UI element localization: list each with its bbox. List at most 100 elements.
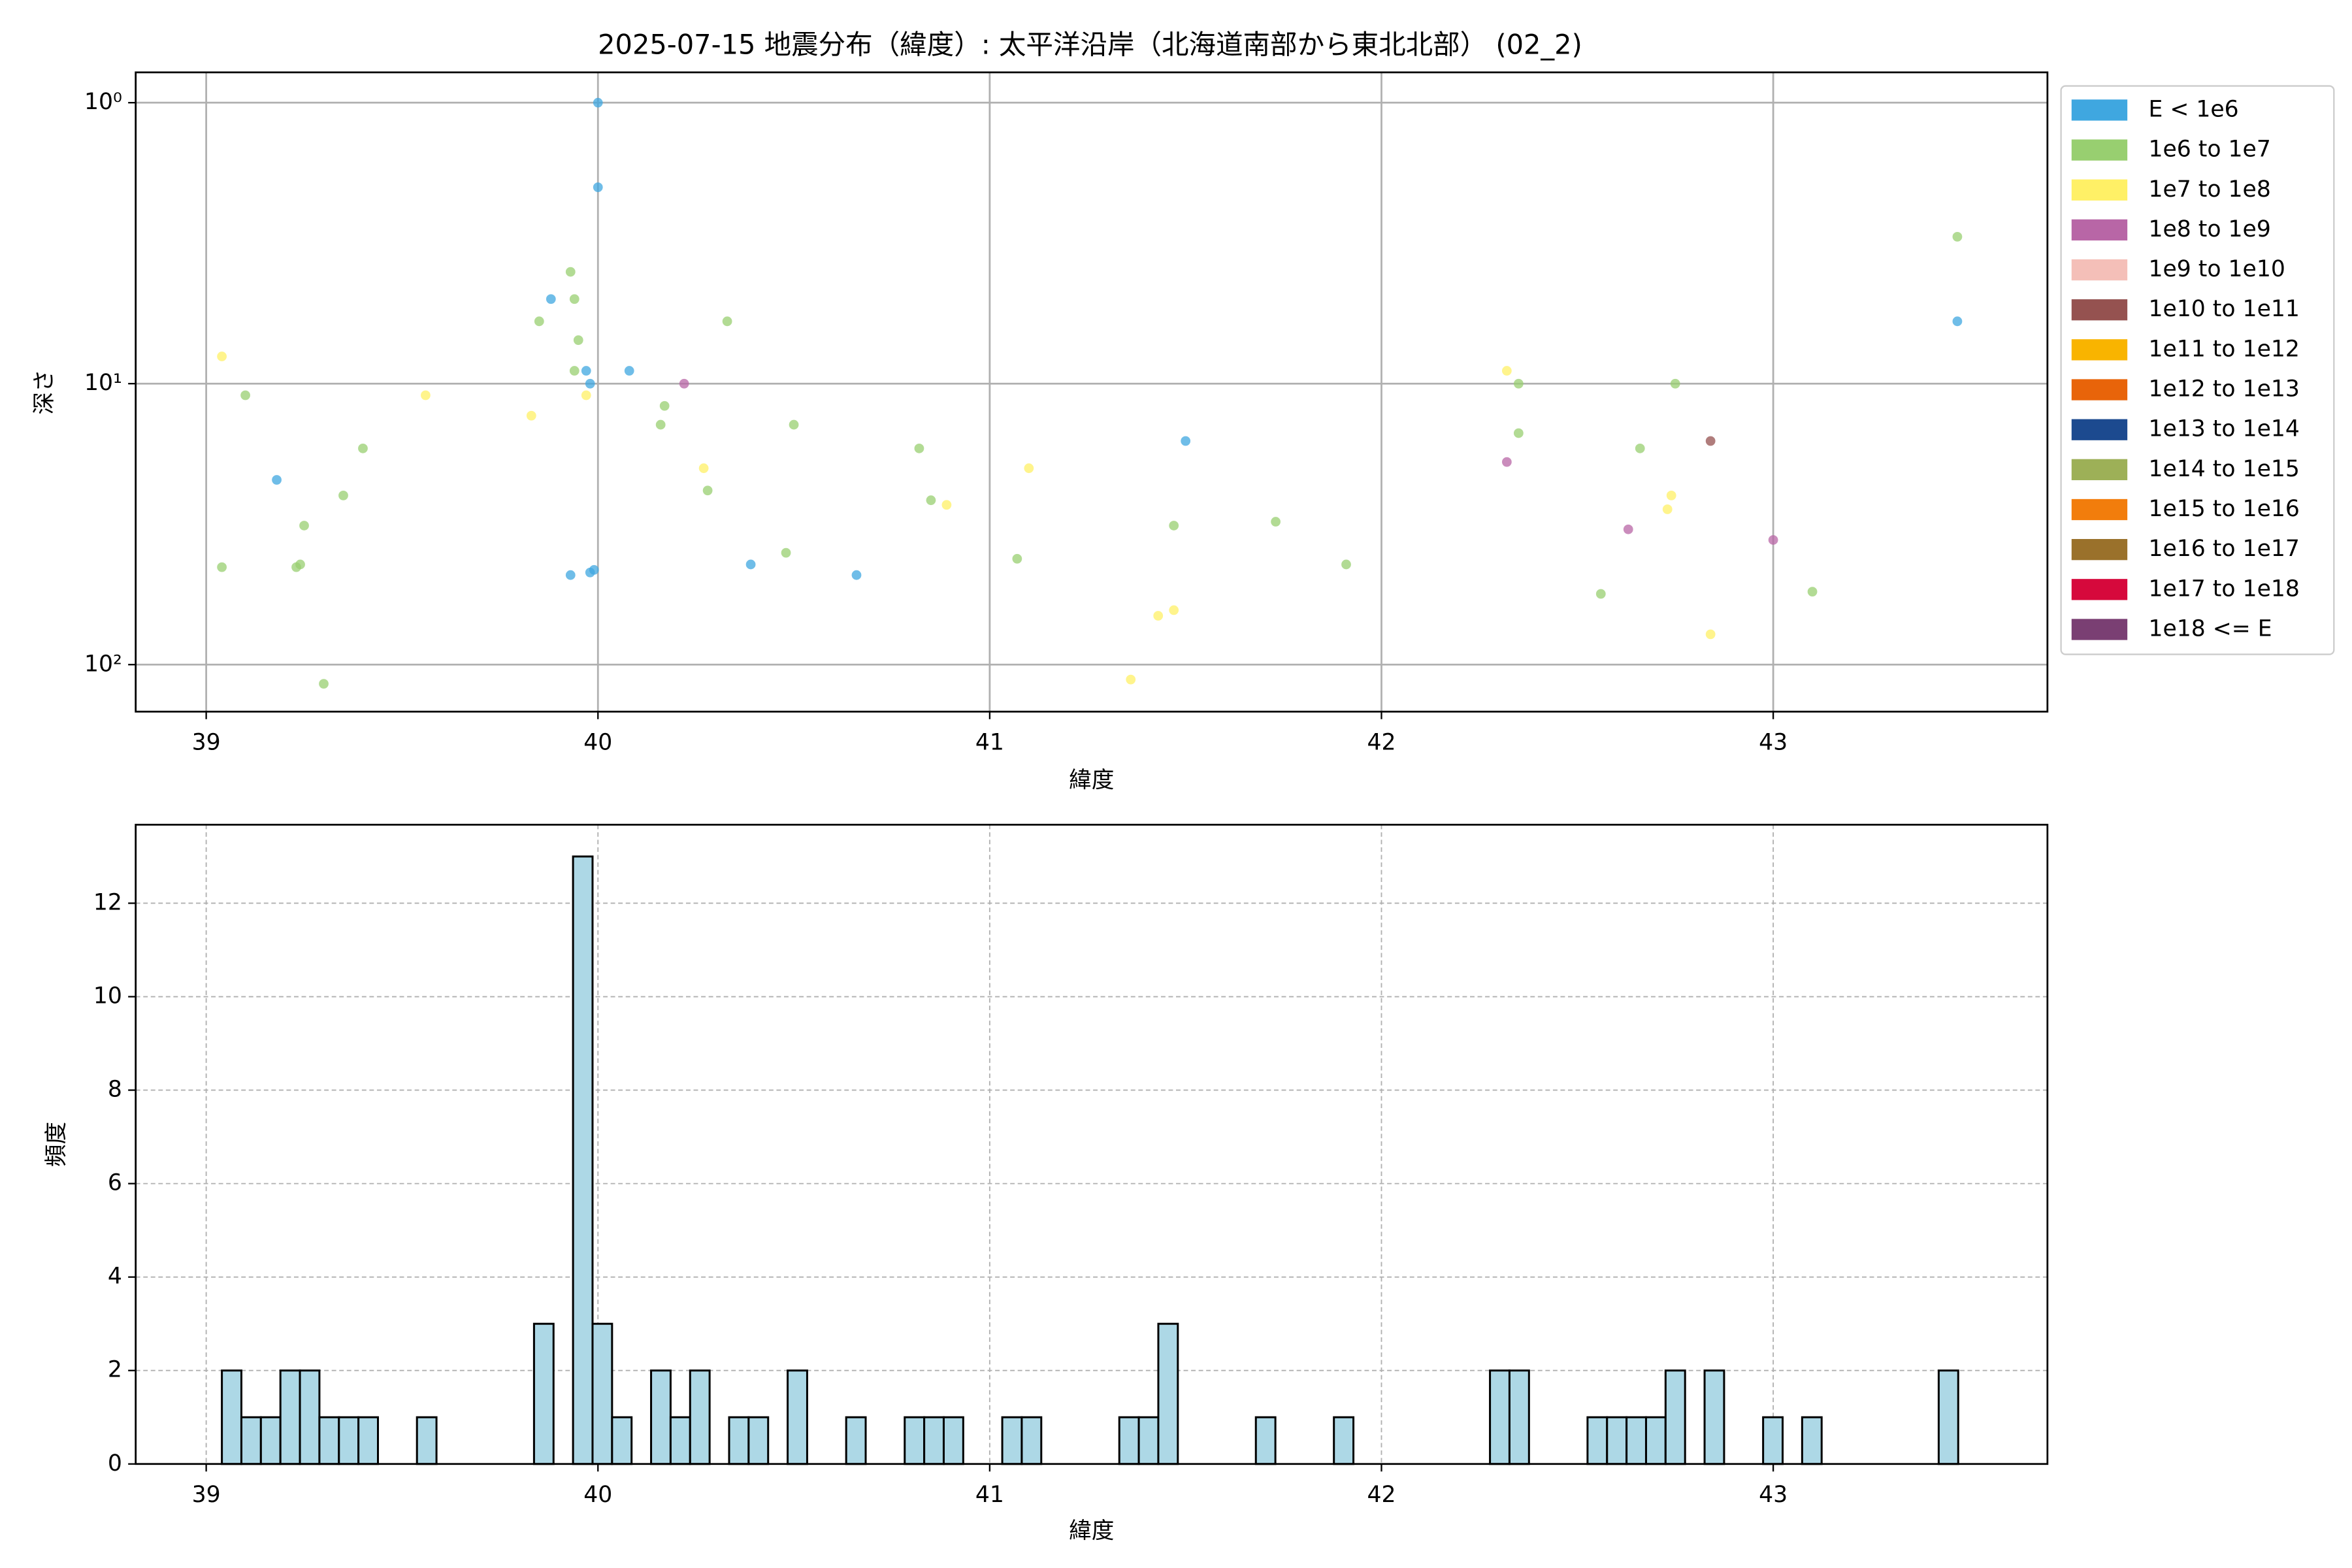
scatter-point xyxy=(546,294,556,304)
histogram-bar xyxy=(221,1369,242,1465)
scatter-point xyxy=(1705,629,1716,640)
scatter-point xyxy=(358,443,368,453)
legend-swatch xyxy=(2071,539,2128,561)
scatter-point xyxy=(655,419,666,430)
histogram-bar xyxy=(728,1416,750,1465)
scatter-point xyxy=(1768,535,1778,545)
y-tick-label: 10¹ xyxy=(84,370,122,396)
x-tick-label: 43 xyxy=(1759,1482,1788,1508)
legend-swatch xyxy=(2071,419,2128,440)
scatter-point xyxy=(789,419,799,430)
scatter-point xyxy=(1952,231,1963,242)
scatter-point xyxy=(926,495,936,506)
legend-label: 1e15 to 1e16 xyxy=(2148,496,2299,522)
histogram-bar xyxy=(1937,1369,1959,1465)
histogram-bar xyxy=(1157,1322,1179,1465)
histogram-bar xyxy=(240,1416,262,1465)
legend-label: 1e13 to 1e14 xyxy=(2148,416,2299,442)
scatter-point xyxy=(581,366,591,376)
chart-title: 2025-07-15 地震分布（緯度）: 太平洋沿岸（北海道南部から東北北部） … xyxy=(598,29,1582,61)
y-axis-label: 深さ xyxy=(31,369,57,414)
histogram-bar xyxy=(1001,1416,1023,1465)
scatter-point xyxy=(1271,517,1281,527)
scatter-point xyxy=(1513,428,1524,438)
legend-swatch xyxy=(2071,219,2128,241)
y-tick-label: 10 xyxy=(93,983,122,1009)
scatter-point xyxy=(240,390,250,400)
histogram-bar xyxy=(1489,1369,1511,1465)
y-tick-label: 6 xyxy=(108,1170,122,1196)
x-axis-label: 緯度 xyxy=(1069,767,1114,793)
histogram-bar xyxy=(845,1416,867,1465)
legend-label: 1e7 to 1e8 xyxy=(2148,176,2270,203)
y-tick-label: 0 xyxy=(108,1450,122,1477)
y-tick-label: 4 xyxy=(108,1264,122,1290)
scatter-point xyxy=(659,400,670,411)
scatter-point xyxy=(1169,521,1179,531)
legend-label: 1e11 to 1e12 xyxy=(2148,336,2299,362)
legend-swatch xyxy=(2071,379,2128,400)
legend-label: 1e16 to 1e17 xyxy=(2148,536,2299,562)
scatter-point xyxy=(291,562,301,572)
scatter-point xyxy=(593,97,603,108)
x-tick-label: 42 xyxy=(1367,730,1396,756)
legend-label: 1e10 to 1e11 xyxy=(2148,296,2299,322)
legend-swatch xyxy=(2071,579,2128,600)
scatter-point xyxy=(569,366,580,376)
scatter-point xyxy=(581,390,591,400)
histogram-bar xyxy=(1508,1369,1530,1465)
scatter-point xyxy=(722,316,732,327)
scatter-point xyxy=(526,410,536,421)
scatter-point xyxy=(1952,316,1963,327)
histogram-bar xyxy=(747,1416,770,1465)
scatter-point xyxy=(1670,378,1680,389)
x-tick-label: 39 xyxy=(192,730,221,756)
scatter-point xyxy=(1662,504,1673,514)
x-tick-label: 40 xyxy=(583,730,612,756)
histogram-bar xyxy=(1333,1416,1355,1465)
histogram-bar xyxy=(1137,1416,1160,1465)
scatter-point xyxy=(1635,443,1645,453)
histogram-bar xyxy=(338,1416,360,1465)
histogram-bar xyxy=(1586,1416,1609,1465)
y-tick-label: 12 xyxy=(93,889,122,915)
histogram-bar xyxy=(904,1416,926,1465)
legend-label: 1e14 to 1e15 xyxy=(2148,456,2299,482)
histogram-bar xyxy=(650,1369,672,1465)
histogram-bar xyxy=(787,1369,808,1465)
scatter-point xyxy=(1705,436,1716,446)
scatter-point xyxy=(702,485,713,496)
legend-label: 1e17 to 1e18 xyxy=(2148,576,2299,602)
histogram-bar xyxy=(416,1416,438,1465)
scatter-point xyxy=(1012,553,1022,564)
histogram-bar xyxy=(942,1416,964,1465)
legend-label: 1e12 to 1e13 xyxy=(2148,376,2299,402)
y-tick-label: 2 xyxy=(108,1357,122,1383)
legend-swatch xyxy=(2071,259,2128,281)
scatter-point xyxy=(679,378,689,389)
scatter-point xyxy=(593,182,603,193)
histogram-bar xyxy=(1021,1416,1043,1465)
scatter-point xyxy=(1807,587,1818,597)
scatter-point xyxy=(1153,611,1164,621)
histogram-bar xyxy=(669,1416,691,1465)
histogram-bar xyxy=(591,1322,613,1465)
scatter-point xyxy=(319,679,329,689)
legend-swatch xyxy=(2071,498,2128,521)
histogram-bar xyxy=(923,1416,945,1465)
scatter-point xyxy=(272,475,282,485)
y-tick-label: 10² xyxy=(84,651,122,677)
legend-swatch xyxy=(2071,459,2128,480)
histogram-bar xyxy=(1606,1416,1628,1465)
legend-swatch xyxy=(2071,139,2128,161)
histogram-bar xyxy=(689,1369,711,1465)
histogram-bar xyxy=(572,855,594,1465)
histogram-bar xyxy=(1254,1416,1277,1465)
scatter-point xyxy=(1623,524,1633,534)
x-tick-label: 43 xyxy=(1759,730,1788,756)
scatter-point xyxy=(781,547,791,558)
scatter-point xyxy=(217,562,227,572)
scatter-point xyxy=(534,316,544,327)
scatter-point xyxy=(1595,589,1606,599)
